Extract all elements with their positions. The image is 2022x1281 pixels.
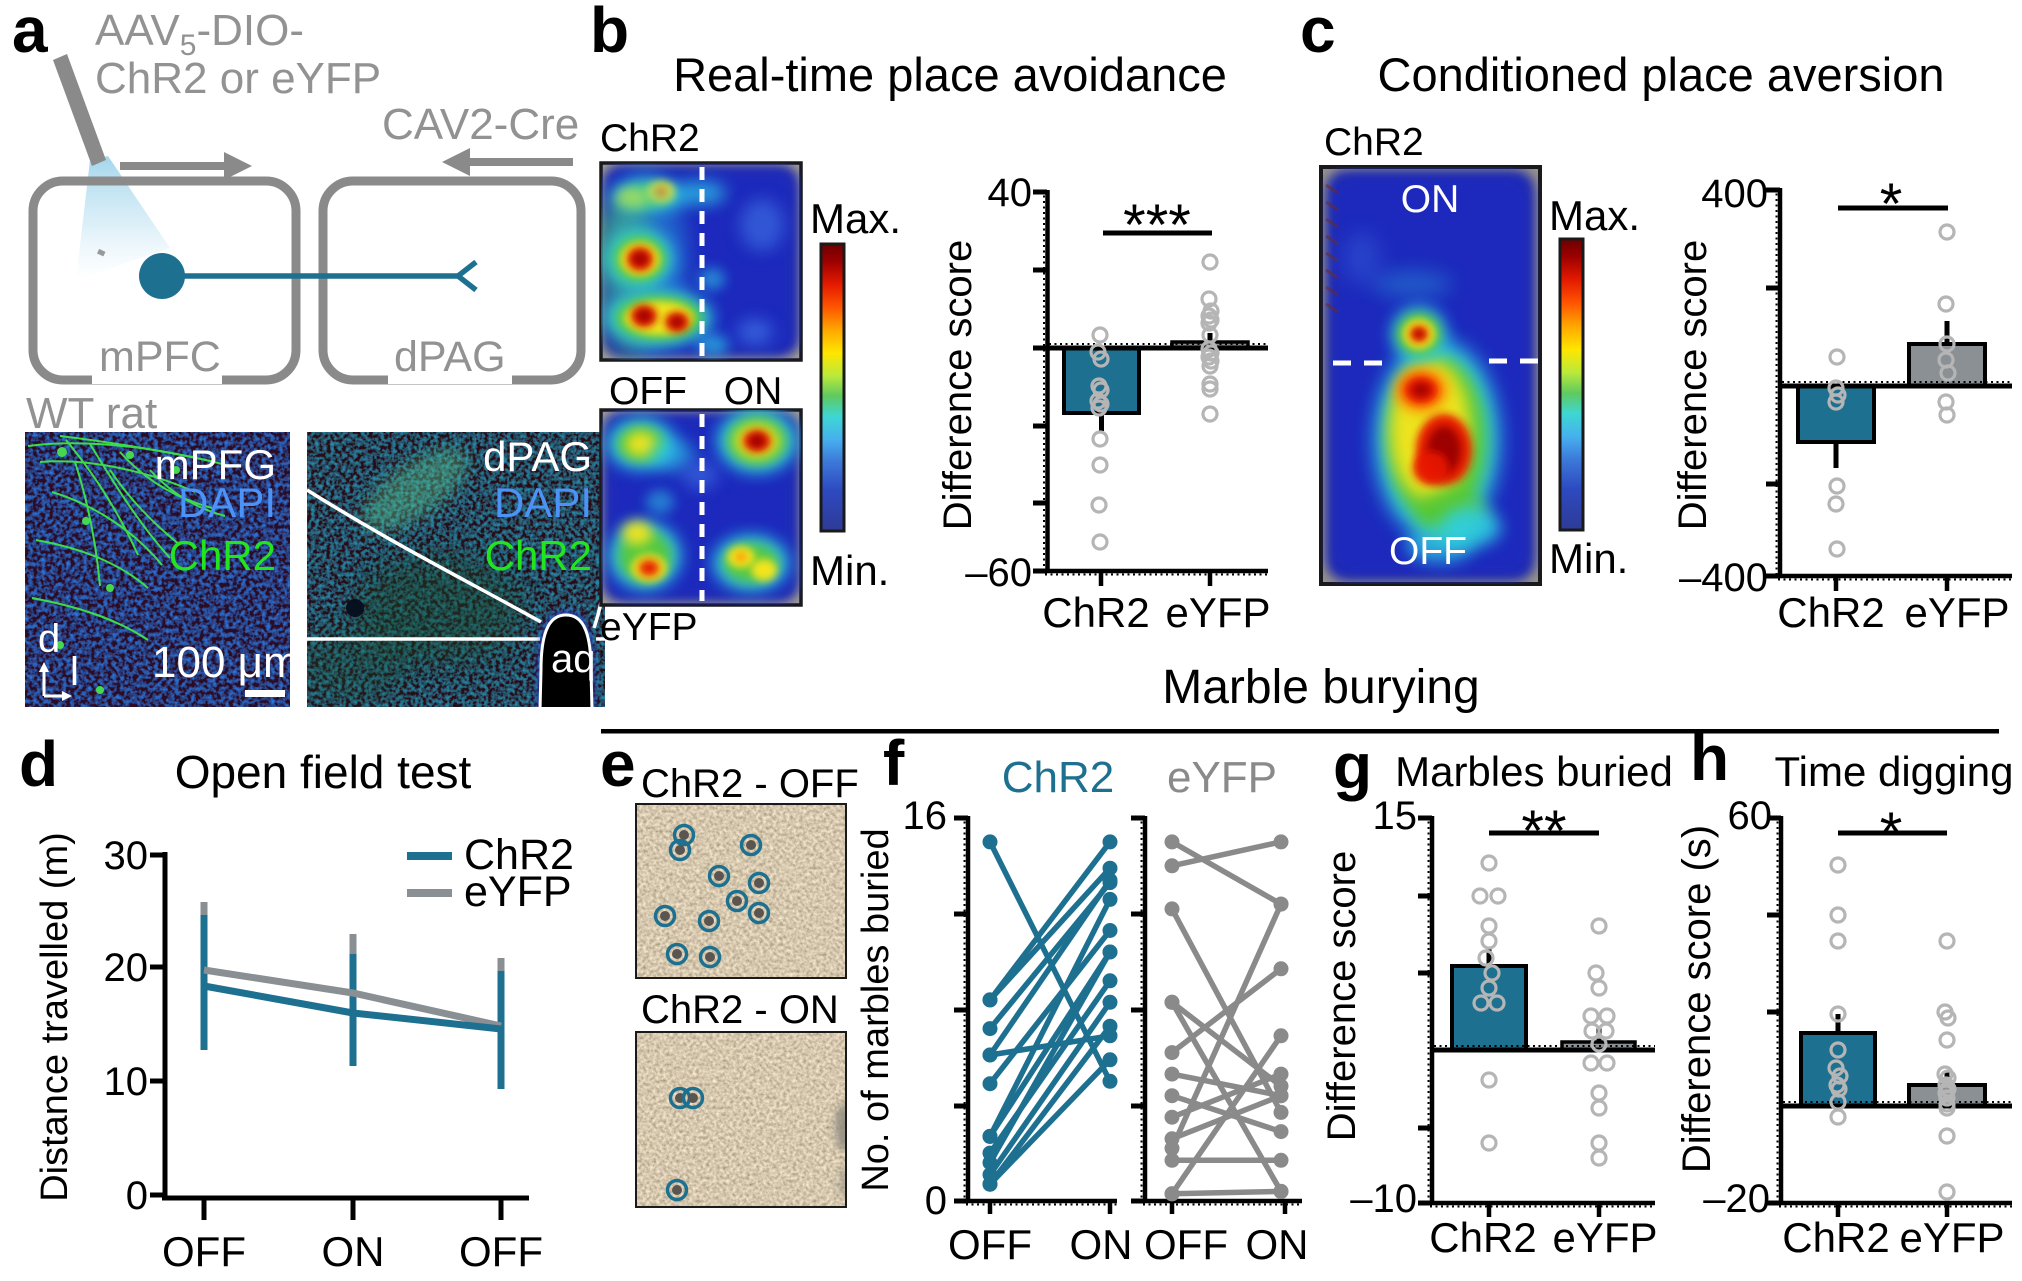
svg-text:OFF: OFF (609, 370, 687, 413)
svg-text:Max.: Max. (1549, 192, 1640, 239)
svg-text:Min.: Min. (810, 547, 889, 594)
svg-text:AAV5-DIO-: AAV5-DIO- (95, 6, 304, 62)
svg-text:15: 15 (1373, 794, 1418, 838)
svg-text:dPAG: dPAG (394, 333, 506, 381)
svg-text:–60: –60 (965, 551, 1032, 595)
svg-text:mPFG: mPFG (155, 441, 276, 488)
svg-text:Time digging: Time digging (1775, 748, 2014, 795)
svg-text:ChR2: ChR2 (464, 831, 574, 879)
svg-text:ON: ON (1070, 1221, 1133, 1268)
svg-text:10: 10 (104, 1060, 149, 1104)
svg-text:Difference score: Difference score (1320, 851, 1364, 1142)
svg-text:eYFP: eYFP (1167, 753, 1277, 802)
svg-text:OFF: OFF (1389, 530, 1467, 573)
svg-text:ChR2: ChR2 (1042, 589, 1149, 636)
svg-text:g: g (1333, 730, 1372, 802)
svg-text:dPAG: dPAG (483, 433, 592, 480)
svg-text:d: d (19, 728, 58, 800)
svg-text:Real-time place avoidance: Real-time place avoidance (673, 48, 1227, 101)
svg-text:Min.: Min. (1549, 535, 1628, 582)
svg-text:ChR2: ChR2 (1777, 589, 1884, 636)
svg-text:ChR2: ChR2 (485, 532, 592, 579)
svg-text:Difference score: Difference score (1671, 240, 1715, 531)
svg-text:60: 60 (1728, 794, 1773, 838)
svg-text:ChR2: ChR2 (1324, 121, 1424, 164)
svg-text:ChR2: ChR2 (600, 117, 700, 160)
svg-text:l: l (70, 650, 79, 694)
svg-text:No. of marbles buried: No. of marbles buried (855, 828, 897, 1191)
svg-text:f: f (883, 727, 905, 799)
svg-text:OFF: OFF (1144, 1221, 1228, 1268)
svg-text:100 μm: 100 μm (152, 638, 300, 687)
svg-text:ChR2 or eYFP: ChR2 or eYFP (95, 54, 381, 103)
svg-text:h: h (1690, 722, 1729, 794)
svg-text:ChR2: ChR2 (169, 532, 276, 579)
svg-text:20: 20 (104, 946, 149, 990)
svg-text:Difference score (s): Difference score (s) (1675, 825, 1719, 1173)
svg-text:eYFP: eYFP (1899, 1214, 2004, 1261)
svg-text:*: * (1880, 172, 1903, 237)
svg-text:–20: –20 (1703, 1177, 1770, 1221)
svg-text:ChR2: ChR2 (1002, 753, 1115, 802)
svg-text:ON: ON (322, 1228, 385, 1275)
svg-text:eYFP: eYFP (1552, 1214, 1657, 1261)
svg-text:DAPI: DAPI (494, 479, 592, 526)
svg-text:40: 40 (988, 171, 1033, 215)
svg-text:ChR2 - ON: ChR2 - ON (641, 988, 839, 1032)
svg-text:Marbles buried: Marbles buried (1395, 748, 1673, 795)
svg-text:OFF: OFF (459, 1228, 543, 1275)
svg-text:–400: –400 (1679, 556, 1768, 600)
svg-text:c: c (1300, 0, 1336, 66)
svg-text:b: b (590, 0, 629, 66)
svg-text:eYFP: eYFP (1904, 589, 2009, 636)
svg-text:***: *** (1123, 193, 1191, 258)
svg-text:0: 0 (126, 1174, 148, 1218)
svg-text:ChR2: ChR2 (1782, 1214, 1889, 1261)
svg-text:e: e (600, 728, 636, 800)
svg-text:0: 0 (925, 1179, 947, 1223)
svg-text:*: * (1880, 801, 1903, 866)
svg-text:eYFP: eYFP (1165, 589, 1270, 636)
svg-text:OFF: OFF (162, 1228, 246, 1275)
svg-text:d: d (38, 617, 60, 661)
svg-text:CAV2-Cre: CAV2-Cre (382, 100, 579, 149)
svg-text:eYFP: eYFP (464, 868, 572, 916)
svg-text:ON: ON (1401, 178, 1460, 221)
svg-text:**: ** (1521, 799, 1566, 864)
svg-text:ON: ON (724, 370, 783, 413)
svg-text:ChR2 - OFF: ChR2 - OFF (641, 762, 859, 806)
svg-text:Distance travelled (m): Distance travelled (m) (34, 832, 76, 1202)
svg-text:eYFP: eYFP (600, 606, 698, 649)
svg-text:Conditioned place aversion: Conditioned place aversion (1378, 48, 1945, 101)
svg-text:ON: ON (1246, 1221, 1309, 1268)
svg-text:30: 30 (104, 834, 149, 878)
svg-text:Max.: Max. (810, 195, 901, 242)
svg-text:16: 16 (903, 794, 948, 838)
svg-text:400: 400 (1701, 172, 1768, 216)
svg-text:ChR2: ChR2 (1429, 1214, 1536, 1261)
svg-text:WT rat: WT rat (26, 389, 157, 438)
svg-text:Open field test: Open field test (175, 746, 472, 798)
svg-text:mPFC: mPFC (99, 333, 221, 381)
svg-text:a: a (12, 0, 48, 66)
svg-text:OFF: OFF (948, 1221, 1032, 1268)
svg-text:DAPI: DAPI (178, 479, 276, 526)
svg-text:–10: –10 (1350, 1177, 1417, 1221)
svg-text:aq: aq (551, 637, 596, 681)
svg-text:Marble burying: Marble burying (1162, 661, 1479, 714)
svg-text:Difference score: Difference score (936, 240, 980, 531)
